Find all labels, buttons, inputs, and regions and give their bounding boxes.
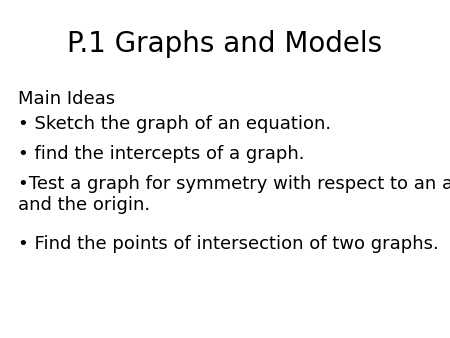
Text: Main Ideas: Main Ideas: [18, 90, 115, 108]
Text: •Test a graph for symmetry with respect to an axis
and the origin.: •Test a graph for symmetry with respect …: [18, 175, 450, 214]
Text: P.1 Graphs and Models: P.1 Graphs and Models: [68, 30, 382, 58]
Text: • find the intercepts of a graph.: • find the intercepts of a graph.: [18, 145, 305, 163]
Text: • Find the points of intersection of two graphs.: • Find the points of intersection of two…: [18, 235, 439, 253]
Text: • Sketch the graph of an equation.: • Sketch the graph of an equation.: [18, 115, 331, 133]
